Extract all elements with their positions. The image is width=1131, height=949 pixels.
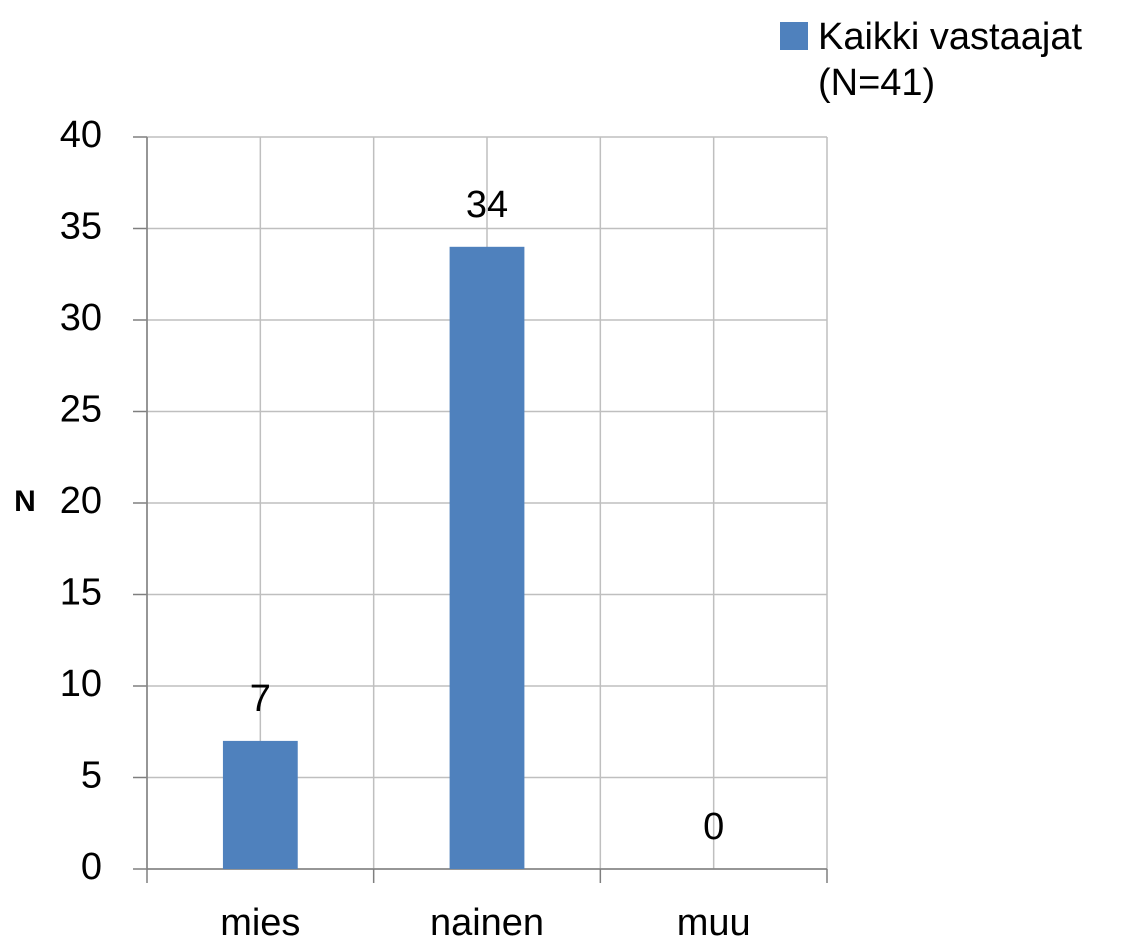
legend: Kaikki vastaajat (N=41) bbox=[780, 14, 1120, 106]
data-label: 0 bbox=[703, 806, 724, 848]
y-tick-label: 5 bbox=[81, 755, 102, 797]
y-tick-label: 0 bbox=[81, 846, 102, 888]
y-tick-label: 40 bbox=[60, 114, 102, 156]
y-tick-label: 20 bbox=[60, 480, 102, 522]
legend-swatch bbox=[780, 22, 808, 50]
y-tick-label: 35 bbox=[60, 206, 102, 248]
y-tick-label: 10 bbox=[60, 663, 102, 705]
bar bbox=[449, 246, 525, 870]
bar bbox=[222, 740, 298, 869]
y-axis-label: N bbox=[14, 485, 36, 518]
y-tick-label: 30 bbox=[60, 297, 102, 339]
legend-label: Kaikki vastaajat (N=41) bbox=[818, 16, 1083, 104]
x-tick-label: nainen bbox=[430, 902, 544, 944]
x-tick-label: mies bbox=[220, 902, 300, 944]
y-tick-label: 15 bbox=[60, 572, 102, 614]
data-label: 7 bbox=[250, 678, 271, 720]
y-tick-label: 25 bbox=[60, 389, 102, 431]
data-label: 34 bbox=[466, 184, 508, 226]
x-tick-label: muu bbox=[677, 902, 751, 944]
